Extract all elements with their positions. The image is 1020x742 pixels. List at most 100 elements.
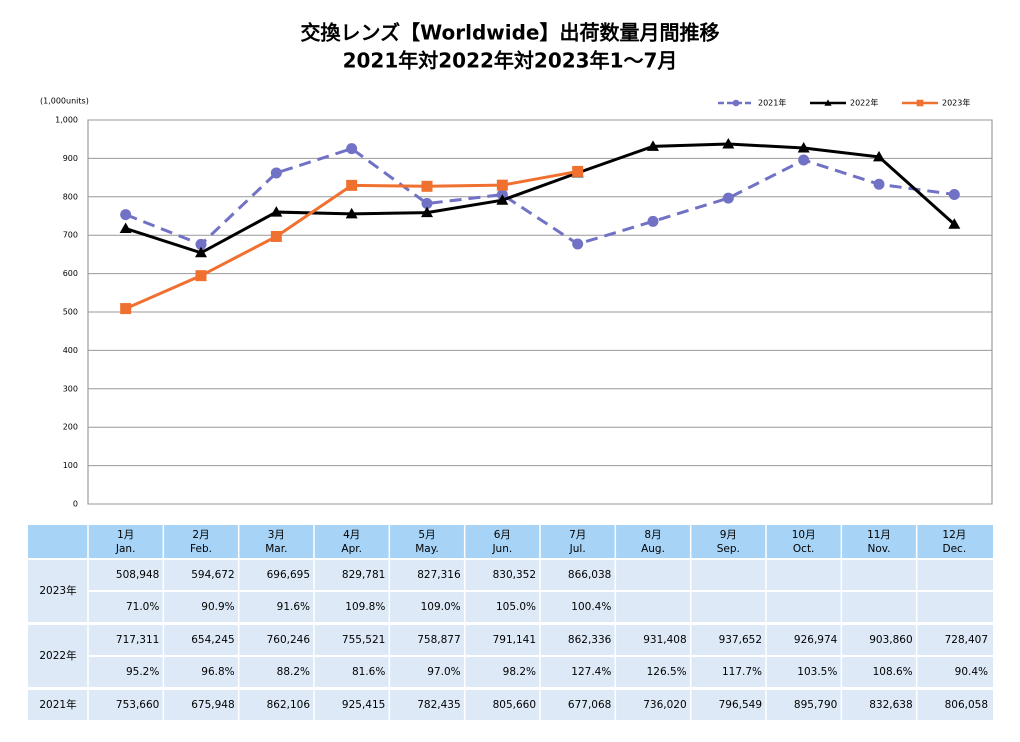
table-cell: 832,638 <box>869 699 912 711</box>
table-cell: 829,781 <box>342 569 385 581</box>
series-marker <box>496 194 509 205</box>
column-header: 4月 <box>343 529 360 541</box>
table-cell: 753,660 <box>116 699 159 711</box>
column-header: 10月 <box>792 529 816 541</box>
table-cell: 931,408 <box>643 634 686 646</box>
y-tick-label: 300 <box>63 384 78 393</box>
series-marker <box>722 137 735 149</box>
column-header: 2月 <box>192 529 209 541</box>
legend-label: 2023年 <box>942 98 970 108</box>
column-header: 11月 <box>867 529 891 541</box>
table-cell: 117.7% <box>722 666 762 678</box>
table-cell: 728,407 <box>945 634 988 646</box>
legend-marker <box>916 99 924 107</box>
column-header: 5月 <box>418 529 435 541</box>
table-cell: 677,068 <box>568 699 611 711</box>
series-line <box>125 142 956 255</box>
table-cell: 805,660 <box>493 699 536 711</box>
y-tick-label: 100 <box>63 461 78 470</box>
table-cell: 100.4% <box>571 601 611 613</box>
y-tick-label: 1,000 <box>55 116 78 125</box>
y-tick-label: 700 <box>63 231 78 240</box>
series-marker <box>572 238 584 250</box>
series-marker <box>119 222 132 234</box>
table-cell: 760,246 <box>267 634 311 646</box>
series-marker <box>797 142 810 153</box>
table-cell: 758,877 <box>417 634 460 646</box>
table-header-bg <box>28 525 993 558</box>
column-header: 8月 <box>644 529 661 541</box>
series-marker <box>421 180 433 192</box>
table-cell: 97.0% <box>427 666 460 678</box>
row-label: 2023年 <box>39 584 76 597</box>
series-marker <box>496 179 508 191</box>
y-tick-label: 600 <box>63 269 78 278</box>
column-header: 6月 <box>494 529 511 541</box>
column-header-en: Oct. <box>793 543 815 555</box>
table-cell: 90.9% <box>201 601 234 613</box>
row-label-bg <box>28 690 88 720</box>
column-header-en: Dec. <box>943 543 967 555</box>
series-marker <box>270 230 282 242</box>
series-marker <box>195 238 207 250</box>
column-header-en: Jan. <box>115 543 136 555</box>
table-cell: 925,415 <box>342 699 385 711</box>
table-cell: 675,948 <box>191 699 234 711</box>
y-tick-label: 0 <box>73 500 78 509</box>
table-cell: 109.8% <box>345 601 385 613</box>
series-marker <box>270 206 283 217</box>
table-cell: 755,521 <box>342 634 385 646</box>
y-tick-label: 800 <box>63 192 78 201</box>
series-marker <box>120 303 132 315</box>
series-marker <box>572 165 584 177</box>
series-marker <box>195 270 207 282</box>
table-cell: 736,020 <box>643 699 686 711</box>
column-header: 9月 <box>720 529 737 541</box>
table-cell: 508,948 <box>116 569 159 581</box>
table-cell: 717,311 <box>116 634 159 646</box>
table-cell: 88.2% <box>277 666 310 678</box>
table-cell: 90.4% <box>955 666 988 678</box>
column-header-en: Feb. <box>190 543 212 555</box>
column-header-en: Sep. <box>717 543 740 555</box>
table-cell: 594,672 <box>191 569 234 581</box>
column-header-en: Jun. <box>491 543 512 555</box>
column-header-en: Jul. <box>569 543 586 555</box>
y-tick-label: 500 <box>63 308 78 317</box>
table-cell: 806,058 <box>945 699 988 711</box>
column-header-en: Mar. <box>265 543 287 555</box>
column-header-en: May. <box>415 543 439 555</box>
legend-marker <box>732 99 740 107</box>
y-tick-label: 900 <box>63 154 78 163</box>
series-line <box>125 169 578 310</box>
table-cell: 108.6% <box>873 666 913 678</box>
series-marker <box>345 207 358 219</box>
table-cell: 91.6% <box>277 601 310 613</box>
table-cell: 127.4% <box>571 666 611 678</box>
table-cell: 937,652 <box>719 634 762 646</box>
table-cell: 830,352 <box>493 569 536 581</box>
table-cell: 895,790 <box>794 699 837 711</box>
table-cell: 96.8% <box>201 666 234 678</box>
column-header: 1月 <box>117 529 134 541</box>
legend-label: 2021年 <box>758 98 786 108</box>
series-marker <box>873 150 885 162</box>
y-unit: (1,000units) <box>40 97 89 106</box>
row-label: 2021年 <box>39 698 76 711</box>
y-tick-label: 400 <box>63 346 78 355</box>
table-cell: 866,038 <box>568 569 611 581</box>
table-cell: 903,860 <box>869 634 912 646</box>
series-marker <box>647 140 659 151</box>
column-header: 3月 <box>268 529 285 541</box>
table-cell: 827,316 <box>417 569 461 581</box>
legend-label: 2022年 <box>850 98 878 108</box>
table-cell: 126.5% <box>647 666 687 678</box>
table-cell: 98.2% <box>503 666 536 678</box>
table-cell: 95.2% <box>126 666 159 678</box>
series-line <box>125 146 955 247</box>
table-cell: 105.0% <box>496 601 536 613</box>
row-label: 2022年 <box>39 649 76 662</box>
table-cell: 926,974 <box>794 634 838 646</box>
table-cell: 796,549 <box>719 699 762 711</box>
